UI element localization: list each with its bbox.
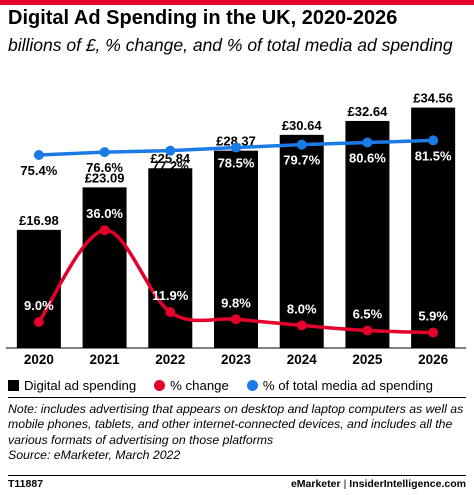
chart-id: T11887 <box>8 478 44 490</box>
bar-2020 <box>16 229 61 348</box>
x-tick-2024: 2024 <box>287 352 318 367</box>
change-point-2020 <box>33 317 44 327</box>
chart-legend: Digital ad spending % change % of total … <box>8 378 451 393</box>
legend-label-change: % change <box>170 378 229 393</box>
change-point-2026 <box>428 327 439 338</box>
x-tick-2023: 2023 <box>221 352 252 367</box>
share-point-2023 <box>231 142 241 153</box>
share-point-2020 <box>33 150 44 160</box>
share-label-2020: 75.4% <box>20 163 57 178</box>
chart-plot: £16.98 £23.09 £25.84 £28.37 £30.64 £32.64 £34.… <box>6 91 466 367</box>
bar-2026 <box>411 107 456 348</box>
change-point-2022 <box>165 307 176 318</box>
chart-note: Note: includes advertising that appears … <box>8 402 470 464</box>
chart-subtitle: billions of £, % change, and % of total … <box>8 35 453 55</box>
brand-separator: | <box>343 478 347 490</box>
note-text: Note: includes advertising that appears … <box>8 402 464 447</box>
legend-label-share: % of total media ad spending <box>262 378 433 393</box>
bar-label-2024: £30.64 <box>282 118 323 133</box>
share-point-2025 <box>362 137 373 148</box>
bar-2021 <box>82 187 127 348</box>
share-point-2026 <box>428 135 439 146</box>
top-accent-bar <box>0 0 474 5</box>
source-text: Source: eMarketer, March 2022 <box>8 448 181 463</box>
brand-emarketer: eMarketer <box>290 478 341 490</box>
legend-item-spending: Digital ad spending <box>8 378 136 393</box>
chart-title: Digital Ad Spending in the UK, 2020-2026 <box>8 7 398 29</box>
x-tick-2022: 2022 <box>155 352 185 367</box>
legend-swatch-share <box>246 380 258 391</box>
share-label-2026: 81.5% <box>415 148 452 163</box>
bar-label-2021: £23.09 <box>85 170 125 185</box>
share-label-2025: 80.6% <box>349 151 386 166</box>
bar-label-2023: £28.37 <box>216 134 256 149</box>
share-label-2024: 79.7% <box>283 153 320 168</box>
bar-label-2020: £16.98 <box>19 213 59 228</box>
change-label-2025: 6.5% <box>353 307 383 322</box>
x-tick-2026: 2026 <box>418 352 449 367</box>
note-divider <box>8 397 466 398</box>
x-tick-2021: 2021 <box>90 352 121 367</box>
share-point-2024 <box>296 139 307 150</box>
footer-divider <box>8 475 466 476</box>
bar-2025 <box>345 120 390 348</box>
legend-label-spending: Digital ad spending <box>24 378 137 393</box>
x-tick-2025: 2025 <box>352 352 383 367</box>
brand-insider: InsiderIntelligence.com <box>349 478 466 490</box>
footer-brand: eMarketer | InsiderIntelligence.com <box>291 478 466 490</box>
share-label-2022: 77.2% <box>152 159 189 174</box>
change-label-2022: 11.9% <box>152 288 189 303</box>
legend-item-change: % change <box>154 378 229 393</box>
bar-2022 <box>148 168 193 348</box>
share-point-2021 <box>99 147 110 158</box>
change-label-2021: 36.0% <box>86 206 123 221</box>
bar-label-2026: £34.56 <box>413 91 453 106</box>
legend-swatch-spending <box>8 380 19 391</box>
change-point-2025 <box>362 325 373 336</box>
legend-item-share: % of total media ad spending <box>246 378 433 393</box>
change-label-2026: 5.9% <box>418 309 448 324</box>
x-tick-2020: 2020 <box>24 352 54 367</box>
bar-2024 <box>279 134 324 348</box>
legend-swatch-change <box>154 380 166 391</box>
change-point-2024 <box>296 320 307 331</box>
change-point-2023 <box>231 314 241 325</box>
change-label-2023: 9.8% <box>221 295 251 310</box>
bar-label-2025: £32.64 <box>348 104 389 119</box>
share-label-2023: 78.5% <box>218 156 255 171</box>
bar-label-2022: £25.84 <box>150 151 191 166</box>
share-point-2022 <box>165 145 176 156</box>
change-point-2021 <box>99 225 110 236</box>
change-label-2020: 9.0% <box>24 298 54 313</box>
change-label-2024: 8.0% <box>287 301 317 316</box>
share-label-2021: 76.6% <box>86 160 123 175</box>
